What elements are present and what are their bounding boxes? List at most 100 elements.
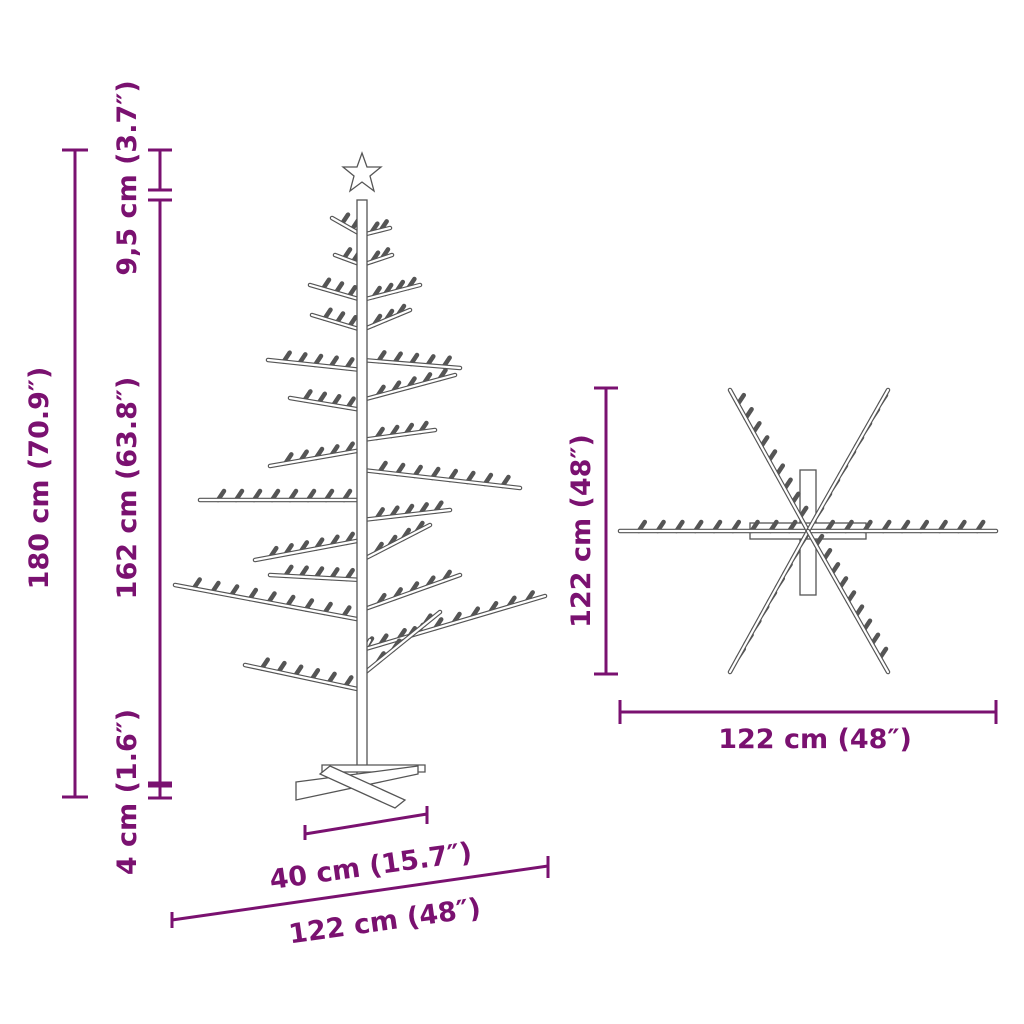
branch [360, 428, 437, 442]
branch [323, 488, 335, 503]
branch [749, 519, 760, 534]
branch [288, 396, 364, 412]
branch [341, 605, 352, 619]
branch [506, 595, 517, 610]
branch [173, 583, 364, 622]
total-height-line [62, 148, 88, 799]
branch [268, 545, 279, 560]
branch [283, 564, 294, 579]
branch [403, 503, 415, 518]
branch [191, 577, 202, 591]
branch [287, 488, 299, 503]
branch [346, 285, 358, 299]
branch [360, 373, 457, 402]
branch [345, 396, 356, 410]
branch [322, 601, 333, 616]
branch [396, 627, 407, 642]
branch [728, 388, 810, 533]
branch [328, 355, 339, 369]
branch [303, 598, 315, 612]
branch [369, 221, 380, 235]
branch [735, 392, 747, 407]
branch [210, 580, 221, 595]
branch [298, 449, 309, 463]
branch [308, 283, 364, 302]
top-depth-label: 122 cm (48″) [566, 434, 597, 628]
branch [880, 519, 892, 534]
branch [406, 376, 417, 390]
branch [774, 463, 786, 477]
branch [845, 590, 857, 604]
branch [360, 610, 442, 677]
branch [861, 618, 873, 632]
branch [487, 600, 499, 615]
star-height-label: 9,5 cm (3.7″) [112, 80, 143, 275]
branch [341, 247, 353, 261]
branch [394, 279, 406, 294]
branch [281, 350, 292, 364]
branch [329, 567, 340, 581]
branch [344, 357, 355, 371]
branch [674, 519, 685, 534]
branch [837, 576, 849, 590]
branch [360, 573, 462, 612]
branch [283, 452, 294, 466]
branch [360, 468, 522, 490]
branch [253, 538, 364, 562]
top-width-line [618, 700, 998, 724]
branch [310, 313, 364, 332]
branch [378, 219, 389, 233]
tree-width-line [170, 856, 550, 928]
branch [247, 587, 259, 602]
branch [344, 441, 355, 455]
branch [326, 671, 337, 686]
branch [374, 426, 385, 441]
branch [711, 519, 723, 534]
branch [790, 491, 801, 506]
branch [344, 567, 355, 582]
branch [758, 435, 770, 449]
branch [797, 505, 809, 520]
branch [408, 352, 420, 367]
top-depth-line [594, 386, 618, 676]
base-width-line [303, 806, 429, 840]
branch [392, 351, 403, 365]
branch [259, 657, 270, 671]
branch [806, 529, 890, 674]
branch [371, 285, 382, 300]
branch [360, 283, 422, 302]
branch [268, 573, 364, 582]
branch [374, 507, 385, 521]
branch [382, 282, 394, 297]
branch [432, 617, 444, 631]
branch [918, 519, 930, 534]
branch [751, 421, 762, 435]
star-height-line [148, 148, 172, 192]
branch [813, 533, 825, 548]
branch [786, 519, 798, 534]
branch [312, 353, 324, 368]
branch [233, 488, 245, 503]
branch [266, 358, 364, 372]
branch [768, 519, 779, 534]
tree-side-view [172, 151, 548, 809]
branch [339, 212, 351, 226]
branch [469, 606, 481, 620]
branch [899, 519, 911, 534]
branch [433, 500, 444, 514]
branch [403, 422, 415, 437]
branch [406, 276, 417, 291]
top-width-label: 122 cm (48″) [718, 724, 912, 755]
branch [728, 529, 810, 674]
branch [322, 307, 333, 321]
branch [284, 594, 296, 609]
branch [441, 355, 452, 369]
tree-top-view [617, 387, 999, 675]
branch [316, 391, 328, 406]
branch [524, 590, 535, 604]
branch [743, 406, 754, 421]
branch [418, 420, 429, 435]
branch [429, 466, 441, 481]
branch [377, 460, 388, 475]
